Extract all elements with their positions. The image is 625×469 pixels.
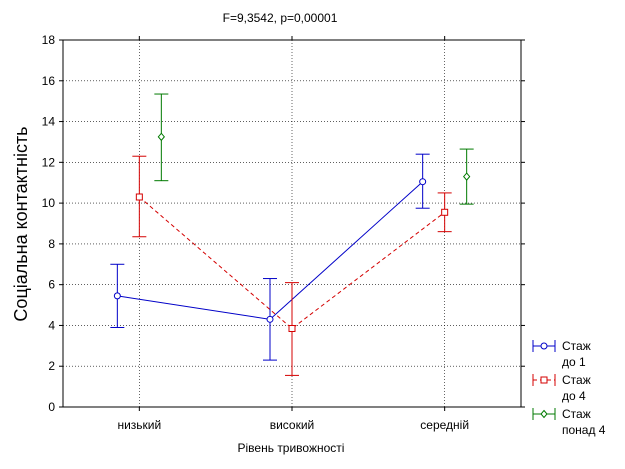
- plot-frame: [62, 39, 522, 408]
- legend-marker: [540, 376, 548, 384]
- y-tick-label: 2: [48, 359, 55, 373]
- legend-entry-1: Стаж до 1: [532, 339, 591, 369]
- x-tick-label: високий: [270, 418, 315, 432]
- series-line: [139, 196, 445, 330]
- x-tick-label: низький: [117, 418, 161, 432]
- legend-label: Стаж до 4: [562, 373, 591, 403]
- data-point: [157, 132, 165, 142]
- x-axis-label: Рівень тривожності: [238, 441, 345, 455]
- data-point: [266, 315, 274, 323]
- data-point: [463, 172, 471, 181]
- legend-label: Стаж до 1: [562, 339, 591, 369]
- series-2: [132, 155, 452, 376]
- series-layer: [110, 93, 474, 376]
- y-tick-label: 16: [42, 74, 56, 88]
- y-tick-label: 10: [42, 196, 56, 210]
- y-tick-label: 12: [42, 155, 56, 169]
- data-point: [113, 292, 121, 300]
- series-3: [154, 93, 474, 205]
- legend-entry-3: Стаж понад 4: [532, 407, 606, 437]
- y-tick-label: 6: [48, 278, 55, 292]
- axes: 0 2 4 6 8 10 12 14 16 18 низький високий середній: [42, 33, 525, 432]
- y-tick-label: 0: [48, 400, 55, 414]
- data-point: [441, 208, 449, 216]
- y-tick-label: 18: [42, 33, 56, 47]
- chart-title: F=9,3542, p=0,00001: [223, 11, 338, 25]
- y-tick-label: 8: [48, 237, 55, 251]
- data-point: [288, 325, 296, 333]
- x-tick-label: середній: [420, 418, 469, 432]
- data-point: [135, 193, 143, 201]
- legend-label: Стаж понад 4: [562, 407, 606, 437]
- y-tick-label: 14: [42, 115, 56, 129]
- data-point: [419, 178, 427, 186]
- legend-entry-2: Стаж до 4: [532, 373, 591, 403]
- legend: Стаж до 1 Стаж до 4 Стаж понад 4: [532, 339, 606, 437]
- legend-marker: [540, 409, 548, 419]
- y-tick-label: 4: [48, 318, 55, 332]
- legend-marker: [540, 342, 548, 350]
- series-1: [110, 153, 430, 361]
- y-axis-label: Соціальна контактність: [11, 126, 31, 321]
